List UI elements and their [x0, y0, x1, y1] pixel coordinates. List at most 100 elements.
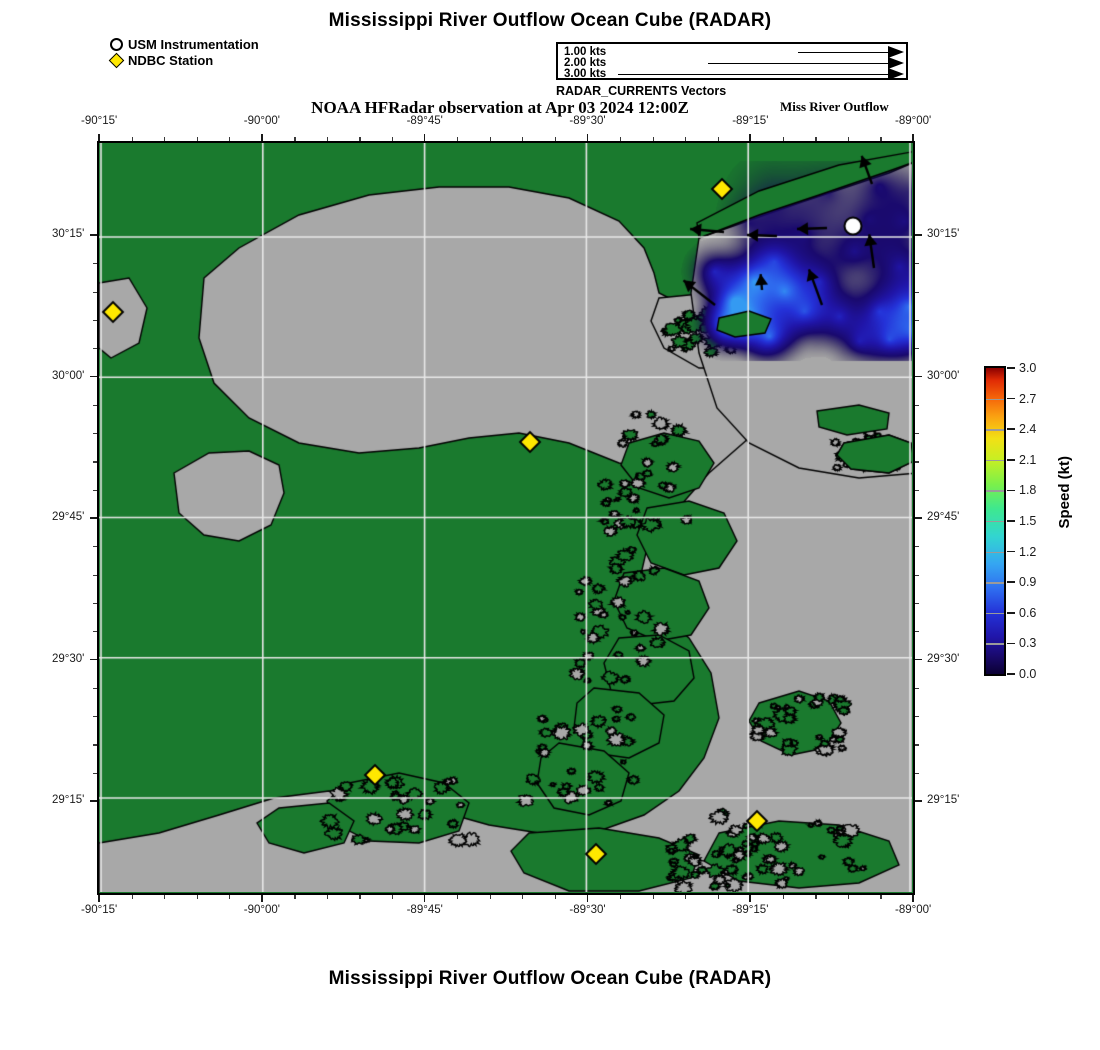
lat-tick-label: 29°30' — [52, 652, 85, 665]
lon-tick-minor — [131, 895, 133, 899]
colorbar-tick-label: 0.0 — [1019, 667, 1037, 681]
colorbar-tick — [1007, 428, 1015, 430]
colorbar-tick-label: 0.3 — [1019, 636, 1037, 651]
lat-tick-label: 30°15' — [52, 228, 85, 240]
lat-tick-label: 29°30' — [927, 652, 960, 665]
lon-tick-minor — [619, 137, 622, 141]
lat-tick-major — [90, 517, 97, 519]
lon-tick-minor — [554, 895, 557, 899]
lon-tick-minor — [847, 137, 850, 141]
lon-tick-minor — [619, 895, 622, 899]
lat-tick-minor — [93, 404, 97, 406]
lat-tick-minor — [93, 319, 97, 322]
lon-tick-major — [261, 134, 263, 141]
vector-key-row: 3.00 kts — [558, 68, 906, 80]
lat-tick-minor — [93, 687, 97, 689]
lon-tick-minor — [815, 895, 817, 899]
vector-key-caption: RADAR_CURRENTS Vectors — [556, 84, 727, 98]
lat-tick-minor — [915, 687, 919, 689]
colorbar-segment-divider — [986, 643, 1004, 645]
vector-key-shaft — [618, 74, 888, 75]
lon-tick-label: -90°15' — [81, 115, 118, 127]
colorbar-segment-divider — [986, 551, 1004, 553]
lon-tick-minor — [392, 895, 394, 899]
lat-tick-minor — [93, 602, 97, 605]
lon-tick-minor — [359, 137, 361, 141]
colorbar-segment-divider — [986, 582, 1004, 584]
legend-item-usm: USM Instrumentation — [108, 36, 259, 52]
lon-tick-label: -89°00' — [895, 115, 932, 127]
colorbar-tick — [1007, 581, 1015, 583]
lat-tick-minor — [915, 574, 919, 576]
lat-tick-label: 29°15' — [52, 794, 85, 806]
colorbar-segment-divider — [986, 429, 1004, 431]
lon-tick-minor — [685, 895, 687, 899]
lat-tick-label: 30°00' — [52, 369, 85, 382]
lon-tick-major — [261, 895, 263, 902]
colorbar-segment-divider — [986, 612, 1004, 615]
lat-tick-minor — [915, 602, 919, 605]
lon-tick-minor — [880, 137, 882, 141]
lon-tick-minor — [554, 137, 557, 141]
colorbar-tick-label: 1.8 — [1019, 483, 1037, 498]
lon-tick-minor — [457, 137, 459, 141]
lat-tick-minor — [93, 716, 97, 718]
observation-title: NOAA HFRadar observation at Apr 03 2024 … — [311, 98, 689, 117]
lat-tick-minor — [93, 772, 97, 774]
lon-tick-minor — [294, 137, 296, 141]
colorbar-tick-label: 2.7 — [1019, 391, 1037, 406]
lon-tick-minor — [652, 137, 654, 141]
colorbar-segment-divider — [986, 521, 1004, 523]
vector-key-shaft — [798, 52, 888, 53]
lat-tick-minor — [915, 744, 919, 746]
lat-tick-minor — [915, 319, 919, 322]
lat-tick-minor — [915, 716, 919, 718]
colorbar-tick-label: 1.2 — [1019, 544, 1037, 559]
lon-tick-label: -89°30' — [569, 115, 606, 127]
colorbar-tick — [1007, 367, 1015, 369]
legend-label-ndbc: NDBC Station — [128, 52, 214, 68]
lat-tick-minor — [93, 263, 97, 265]
lat-tick-minor — [93, 348, 97, 350]
lat-tick-minor — [93, 546, 97, 548]
lon-tick-minor — [164, 895, 166, 899]
lon-tick-minor — [392, 137, 394, 141]
vector-key-row: 2.00 kts — [558, 57, 906, 69]
colorbar-tick — [1007, 673, 1015, 675]
vector-key-label: 1.00 kts — [564, 46, 607, 58]
lon-tick-label: -90°00' — [243, 904, 281, 916]
lat-tick-major — [90, 800, 97, 802]
lon-tick-major — [423, 134, 426, 141]
lon-tick-minor — [522, 895, 524, 899]
lat-tick-label: 30°15' — [927, 228, 960, 240]
lat-tick-minor — [915, 631, 919, 633]
lon-tick-label: -89°45' — [406, 904, 443, 916]
lon-tick-minor — [196, 895, 198, 899]
lon-tick-label: -89°00' — [895, 904, 932, 916]
lon-tick-minor — [196, 137, 198, 141]
lon-tick-label: -90°15' — [81, 904, 118, 916]
colorbar-tick-label: 1.5 — [1019, 514, 1037, 528]
page-title: Mississippi River Outflow Ocean Cube (RA… — [328, 10, 772, 31]
legend-item-ndbc: NDBC Station — [108, 52, 259, 68]
lon-tick-major — [586, 895, 589, 902]
lon-tick-minor — [880, 895, 882, 899]
vector-key-label: 2.00 kts — [564, 57, 607, 69]
colorbar-tick — [1007, 459, 1015, 461]
lon-tick-minor — [685, 137, 687, 141]
vector-scale-key: 1.00 kts 2.00 kts 3.00 kts — [556, 42, 908, 80]
vector-key-label: 3.00 kts — [564, 68, 607, 80]
lat-tick-minor — [915, 772, 919, 774]
lat-tick-minor — [915, 348, 919, 350]
lat-tick-label: 29°45' — [52, 511, 85, 523]
lat-tick-major — [915, 375, 922, 378]
lon-tick-minor — [294, 895, 296, 899]
lat-tick-minor — [93, 489, 97, 491]
lon-tick-minor — [782, 137, 784, 141]
lat-tick-minor — [915, 404, 919, 406]
lon-tick-minor — [522, 137, 524, 141]
colorbar-tick — [1007, 642, 1015, 645]
map-panel[interactable] — [97, 141, 915, 895]
legend-label-usm: USM Instrumentation — [128, 36, 259, 52]
map-current-field[interactable] — [99, 143, 912, 892]
